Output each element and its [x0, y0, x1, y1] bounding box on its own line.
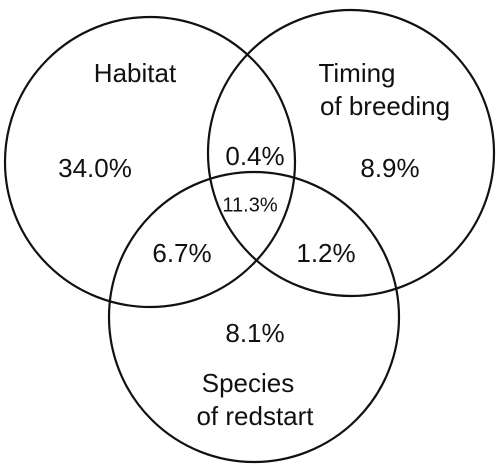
species-circle: [107, 170, 401, 464]
timing-circle: [206, 8, 496, 298]
set-label: Species: [202, 368, 295, 398]
region-label: 6.7%: [152, 238, 211, 268]
region-label: 8.9%: [360, 153, 419, 183]
region-label: 8.1%: [225, 318, 284, 348]
habitat-circle: [3, 15, 297, 309]
set-label: of redstart: [196, 401, 314, 431]
region-label: 0.4%: [225, 141, 284, 171]
region-label: 34.0%: [58, 153, 132, 183]
set-label: Habitat: [94, 58, 177, 88]
set-label: of breeding: [320, 91, 450, 121]
region-label: 1.2%: [296, 238, 355, 268]
region-label: 11.3%: [222, 194, 277, 216]
set-label: Timing: [318, 58, 395, 88]
